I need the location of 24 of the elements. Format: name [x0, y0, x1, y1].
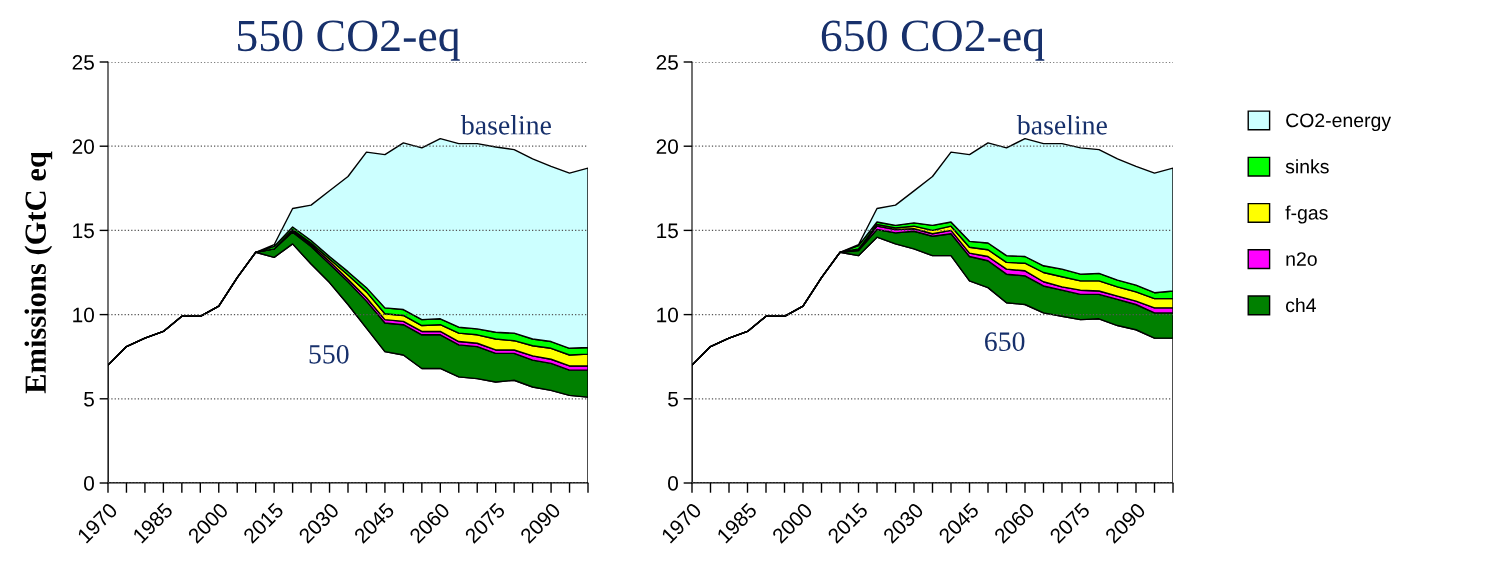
annotation: baseline: [460, 115, 551, 135]
y-tick-label: 15: [73, 223, 94, 239]
legend-label: n2o: [1286, 252, 1317, 266]
y-tick-label: 20: [656, 139, 678, 154]
y-tick-label: 25: [656, 55, 678, 70]
y-tick-label: 0: [84, 476, 94, 491]
chart-title: 550 CO2-eq: [238, 20, 460, 61]
y-tick-label: 5: [84, 392, 94, 407]
y-tick-label: 15: [657, 223, 678, 239]
annotation: 550: [309, 344, 349, 364]
legend-label: ch4: [1285, 297, 1316, 313]
y-axis-title: Emissions (GtC eq: [24, 151, 53, 394]
y-tick-label: 25: [72, 55, 94, 70]
legend-label: f-gas: [1285, 205, 1328, 224]
y-tick-label: 10: [657, 307, 678, 323]
annotation: 650: [985, 332, 1025, 352]
legend-label: sinks: [1285, 159, 1329, 174]
annotation: baseline: [1016, 115, 1107, 135]
chart-title: 650 CO2-eq: [821, 20, 1045, 61]
y-tick-label: 10: [73, 307, 94, 323]
y-tick-label: 5: [668, 392, 678, 407]
y-tick-label: 20: [72, 139, 94, 154]
legend-label: CO2-energy: [1286, 113, 1392, 132]
y-tick-label: 0: [668, 476, 678, 491]
